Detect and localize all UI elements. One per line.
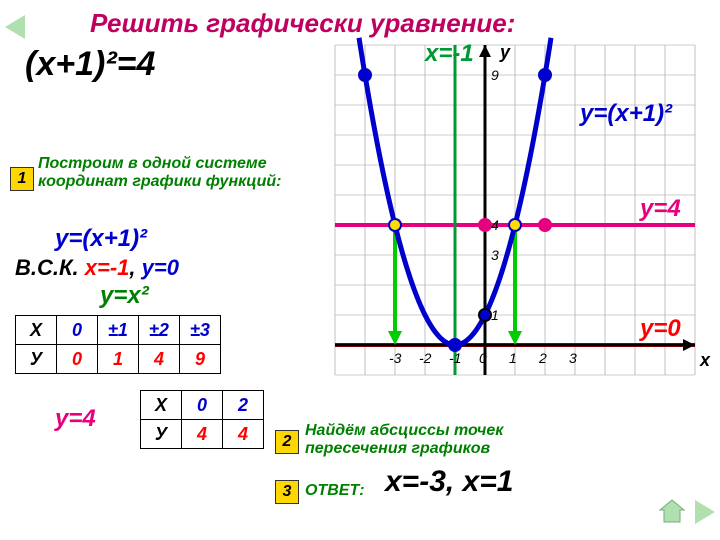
graph-parabola-label: у=(х+1)² — [580, 100, 672, 128]
step-3-badge: 3 — [275, 480, 299, 504]
nav-forward-arrow[interactable] — [695, 500, 715, 524]
vertex-line: В.С.К. х=-1, у=0 — [15, 255, 179, 281]
nav-back-arrow[interactable] — [5, 15, 25, 39]
table-header: X — [141, 391, 182, 420]
graph-y4-label: у=4 — [640, 195, 681, 223]
svg-text:3: 3 — [491, 247, 499, 263]
svg-text:3: 3 — [569, 350, 577, 366]
vertex-label: В.С.К. — [15, 255, 79, 280]
step-1-badge: 1 — [10, 167, 34, 191]
step-2-text: Найдём абсциссы точек пересечения график… — [305, 422, 565, 458]
table-cell: 2 — [223, 391, 264, 420]
svg-text:-3: -3 — [389, 350, 402, 366]
table-1: X 0 ±1 ±2 ±3 У 0 1 4 9 — [15, 315, 221, 374]
table-cell: 0 — [57, 345, 98, 374]
svg-text:0: 0 — [479, 350, 487, 366]
func1-label: у=(х+1)² — [55, 225, 147, 253]
vertex-y: у=0 — [142, 255, 179, 280]
table-cell: ±2 — [139, 316, 180, 345]
table-2: X 0 2 У 4 4 — [140, 390, 264, 449]
table-cell: 0 — [182, 391, 223, 420]
table-cell: 0 — [57, 316, 98, 345]
step-2-badge: 2 — [275, 430, 299, 454]
table-cell: 1 — [98, 345, 139, 374]
graph: -3 -2 -1 0 1 2 3 1 3 4 9 — [300, 35, 720, 415]
answer-text: х=-3, х=1 — [385, 465, 513, 499]
vertex-x: х=-1 — [85, 255, 130, 280]
func-parent: у=х² — [100, 282, 149, 310]
svg-text:1: 1 — [491, 307, 499, 323]
graph-x-axis-label: х — [700, 350, 710, 371]
table-cell: 9 — [180, 345, 221, 374]
graph-y0-label: у=0 — [640, 315, 681, 343]
step-1-text: Построим в одной системе координат графи… — [38, 155, 298, 191]
table-cell: ±1 — [98, 316, 139, 345]
home-icon[interactable] — [658, 498, 686, 524]
answer-label: ОТВЕТ: — [305, 482, 365, 500]
graph-xline-label: х=-1 — [425, 40, 474, 68]
table-cell: 4 — [223, 420, 264, 449]
svg-text:-1: -1 — [449, 350, 461, 366]
graph-y-axis-label: у — [500, 42, 510, 63]
svg-text:-2: -2 — [419, 350, 432, 366]
svg-text:1: 1 — [509, 350, 517, 366]
svg-text:2: 2 — [538, 350, 547, 366]
table-cell: 4 — [182, 420, 223, 449]
table-cell: 4 — [139, 345, 180, 374]
table-cell: ±3 — [180, 316, 221, 345]
svg-text:4: 4 — [491, 217, 499, 233]
table-header: У — [141, 420, 182, 449]
table-header: У — [16, 345, 57, 374]
table-header: X — [16, 316, 57, 345]
equation: (x+1)²=4 — [25, 45, 155, 84]
svg-text:9: 9 — [491, 67, 499, 83]
func2-label: у=4 — [55, 405, 96, 433]
